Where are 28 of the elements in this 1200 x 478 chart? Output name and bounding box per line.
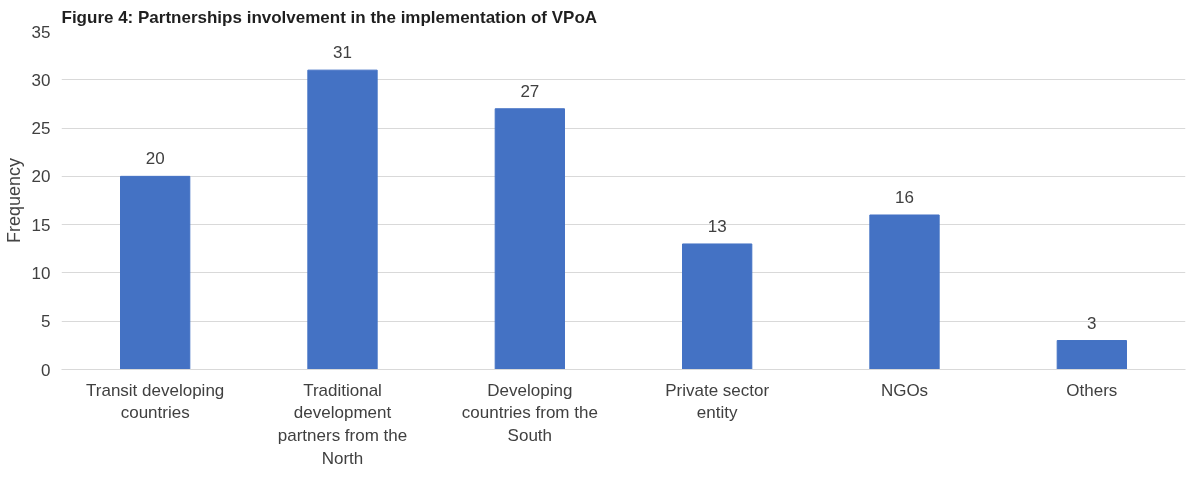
data-label: 13 xyxy=(707,216,727,236)
x-tick-label: Transit developing countries xyxy=(86,380,225,423)
y-tick-label: 15 xyxy=(31,215,51,235)
y-tick-label: 25 xyxy=(31,119,51,139)
bar xyxy=(682,243,753,370)
chart-title: Figure 4: Partnerships involvement in the implementation of VPoA xyxy=(61,7,598,27)
bar xyxy=(1056,340,1127,370)
data-label: 16 xyxy=(895,187,914,207)
data-label: 20 xyxy=(145,149,165,169)
x-tick-label: Developing countries from the South xyxy=(461,380,598,446)
data-label: 31 xyxy=(333,43,352,63)
y-tick-label: 30 xyxy=(31,70,51,90)
bar xyxy=(869,214,940,370)
data-label: 27 xyxy=(520,81,540,101)
x-tick-label: Private sector entity xyxy=(665,380,770,423)
bar xyxy=(307,69,378,370)
x-tick-label: Traditional development partners from the North xyxy=(277,380,408,468)
data-label: 3 xyxy=(1087,313,1097,333)
y-tick-label: 35 xyxy=(31,22,51,42)
bar xyxy=(494,108,565,370)
y-axis-title: Frequency xyxy=(3,157,24,244)
y-tick-label: 0 xyxy=(41,360,51,380)
y-tick-label: 5 xyxy=(41,312,51,332)
x-tick-label: NGOs xyxy=(880,380,929,400)
bar xyxy=(120,175,191,370)
y-tick-label: 10 xyxy=(31,263,51,283)
x-tick-label: Others xyxy=(1066,380,1118,400)
y-tick-label: 20 xyxy=(31,167,51,187)
